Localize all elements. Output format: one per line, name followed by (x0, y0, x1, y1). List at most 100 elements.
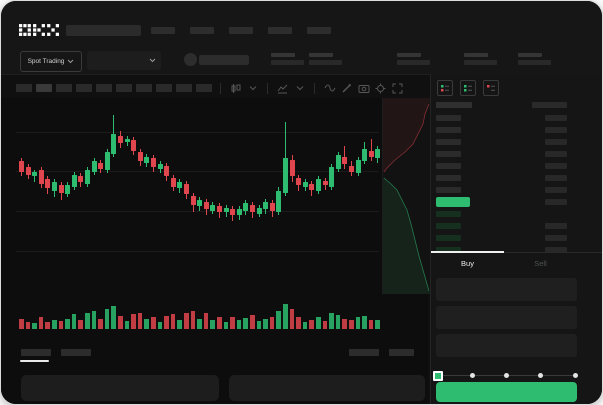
fullscreen-icon[interactable] (391, 82, 404, 95)
ask-row[interactable] (436, 172, 567, 184)
tab-placeholder[interactable] (61, 349, 91, 356)
bid-row[interactable] (436, 232, 567, 244)
slider-stop[interactable] (469, 373, 475, 378)
slider-stop[interactable] (572, 373, 578, 378)
candle-body (85, 170, 90, 184)
chart-style-icon[interactable] (229, 82, 242, 95)
interval-button[interactable] (36, 84, 52, 92)
ask-row[interactable] (436, 124, 567, 136)
amount-input[interactable] (436, 306, 577, 329)
ask-row[interactable] (436, 184, 567, 196)
volume-bar (263, 319, 268, 329)
volume-bar (230, 317, 235, 329)
candle-wick (34, 170, 36, 182)
stat-label-placeholder (309, 53, 333, 57)
nav-item-placeholder[interactable] (268, 27, 292, 34)
volume-bar (52, 319, 57, 329)
volume-bar (184, 312, 189, 329)
pair-selector-dropdown[interactable] (87, 51, 161, 70)
control-placeholder[interactable] (349, 349, 379, 356)
candle-body (65, 185, 71, 194)
candle-body (118, 135, 123, 143)
depth-asks-line (383, 103, 430, 173)
book-combined-icon[interactable] (437, 80, 453, 96)
buy-submit-button[interactable] (436, 382, 577, 402)
last-price-row[interactable] (436, 196, 567, 208)
candlestick-chart-canvas[interactable] (16, 101, 382, 333)
control-placeholder[interactable] (389, 349, 414, 356)
bid-row[interactable] (436, 244, 567, 256)
interval-button[interactable] (56, 84, 72, 92)
volume-bar (190, 310, 196, 329)
ticker-stat-group (518, 53, 551, 65)
draw-pencil-icon[interactable] (340, 82, 353, 95)
interval-button[interactable] (96, 84, 112, 92)
line-wave-icon[interactable] (323, 82, 336, 95)
interval-button[interactable] (16, 84, 32, 92)
ask-price-placeholder (436, 139, 461, 145)
stat-label-placeholder (464, 53, 488, 57)
price-input[interactable] (436, 278, 577, 301)
chevron-down-icon[interactable] (293, 82, 306, 95)
nav-item-placeholder[interactable] (190, 27, 214, 34)
volume-bar (316, 316, 321, 329)
volume-bar (78, 320, 83, 329)
ask-row[interactable] (436, 160, 567, 172)
volume-bar (164, 315, 169, 329)
volume-bar (71, 314, 77, 330)
volume-bar (58, 320, 64, 330)
order-book-panel: Buy Sell (430, 74, 602, 404)
interval-button[interactable] (196, 84, 212, 92)
bid-price-placeholder (436, 247, 461, 253)
ask-amount-placeholder (545, 115, 567, 121)
slider-stop[interactable] (504, 373, 509, 378)
candle-body (296, 177, 302, 185)
gridline (16, 251, 379, 252)
amount-percent-slider[interactable] (433, 368, 578, 384)
amount-column-label (532, 102, 567, 108)
candle-body (184, 183, 189, 194)
tab-sell[interactable]: Sell (504, 256, 577, 271)
chevron-down-icon[interactable] (246, 82, 259, 95)
volume-bar (322, 320, 328, 330)
nav-item-placeholder[interactable] (307, 27, 331, 34)
market-type-dropdown[interactable]: Spot Trading (20, 51, 82, 72)
nav-item-placeholder[interactable] (151, 27, 175, 34)
slider-stop[interactable] (538, 373, 544, 378)
candle-body (190, 195, 196, 205)
slider-handle[interactable] (433, 371, 443, 381)
book-bids-icon[interactable] (460, 80, 476, 96)
volume-bar (197, 319, 202, 329)
chart-toolbar (16, 80, 404, 96)
bid-row[interactable] (436, 208, 567, 220)
tab-buy[interactable]: Buy (431, 256, 504, 271)
bid-row[interactable] (436, 220, 567, 232)
ticker-stat-group (309, 53, 342, 65)
candle-body (203, 201, 209, 209)
interval-button[interactable] (76, 84, 92, 92)
total-input[interactable] (436, 334, 577, 357)
okx-logo-icon[interactable] (19, 24, 59, 36)
tab-placeholder-active[interactable] (21, 349, 51, 356)
ask-row[interactable] (436, 112, 567, 124)
volume-bar (144, 319, 149, 329)
interval-button[interactable] (136, 84, 152, 92)
interval-button[interactable] (156, 84, 172, 92)
book-asks-icon[interactable] (483, 80, 499, 96)
ask-row[interactable] (436, 136, 567, 148)
interval-button[interactable] (176, 84, 192, 92)
volume-bar (329, 313, 334, 329)
volume-bar (137, 312, 143, 329)
interval-button[interactable] (116, 84, 132, 92)
candle-body (144, 156, 150, 163)
indicators-icon[interactable] (276, 82, 289, 95)
bottom-right-controls (349, 349, 414, 356)
volume-bar (349, 320, 354, 329)
settings-gear-icon[interactable] (374, 82, 387, 95)
search-input[interactable] (66, 25, 141, 36)
ask-row[interactable] (436, 148, 567, 160)
camera-icon[interactable] (357, 82, 370, 95)
nav-item-placeholder[interactable] (229, 27, 253, 34)
bid-amount-placeholder (545, 247, 567, 253)
ticker-stat-group (397, 53, 430, 65)
